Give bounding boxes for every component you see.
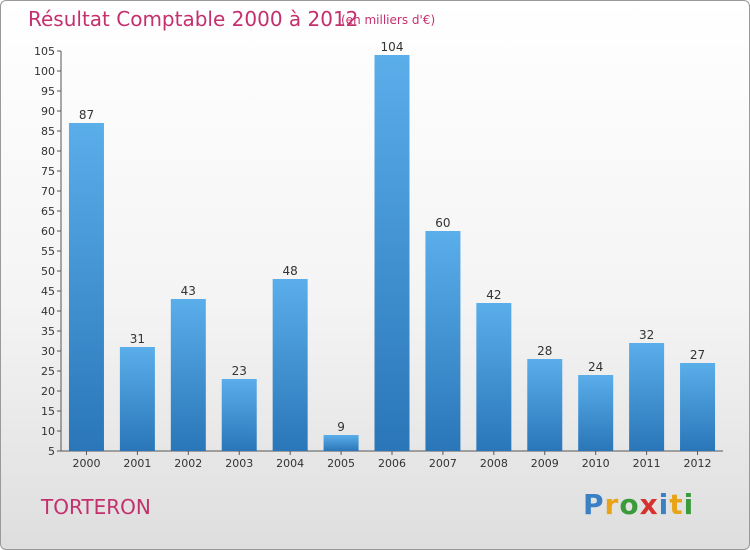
logo-letter: i <box>683 488 695 521</box>
x-tick-label-2004: 2004 <box>276 457 304 470</box>
y-tick-label: 40 <box>41 305 55 318</box>
y-tick-label: 5 <box>48 445 55 458</box>
y-tick-label: 75 <box>41 165 55 178</box>
x-tick-label-2000: 2000 <box>72 457 100 470</box>
y-tick-label: 55 <box>41 245 55 258</box>
x-tick-label-2001: 2001 <box>123 457 151 470</box>
value-label-2010: 24 <box>588 360 603 374</box>
chart-value-labels: 87 31 43 23 48 9 104 60 42 28 24 32 27 <box>79 40 705 434</box>
x-tick-label-2003: 2003 <box>225 457 253 470</box>
x-tick-label-2009: 2009 <box>531 457 559 470</box>
y-tick-label: 15 <box>41 405 55 418</box>
y-tick-label: 20 <box>41 385 55 398</box>
x-tick-label-2008: 2008 <box>480 457 508 470</box>
bar-2005 <box>323 435 359 451</box>
y-tick-label: 25 <box>41 365 55 378</box>
y-tick-label: 85 <box>41 125 55 138</box>
logo-letter: t <box>669 488 684 521</box>
bar-2000 <box>68 123 104 451</box>
x-tick-label-2006: 2006 <box>378 457 406 470</box>
y-tick-label: 35 <box>41 325 55 338</box>
y-tick-label: 50 <box>41 265 55 278</box>
y-tick-label: 80 <box>41 145 55 158</box>
y-tick-label: 30 <box>41 345 55 358</box>
bar-2003 <box>221 379 257 451</box>
y-tick-label: 45 <box>41 285 55 298</box>
bar-2002 <box>170 299 206 451</box>
x-tick-label-2005: 2005 <box>327 457 355 470</box>
value-label-2004: 48 <box>283 264 298 278</box>
bar-2012 <box>680 363 716 451</box>
y-tick-label: 65 <box>41 205 55 218</box>
value-label-2003: 23 <box>232 364 247 378</box>
bar-2001 <box>119 347 155 451</box>
chart-axes: 5 10 15 20 25 30 35 40 45 50 55 60 65 70 75 80 85 90 95 100… <box>34 45 723 470</box>
logo-letter: i <box>658 488 670 521</box>
proxiti-logo: Proxiti <box>583 488 694 521</box>
y-tick-label: 10 <box>41 425 55 438</box>
value-label-2005: 9 <box>337 420 345 434</box>
value-label-2002: 43 <box>181 284 196 298</box>
value-label-2001: 31 <box>130 332 145 346</box>
x-tick-label-2010: 2010 <box>582 457 610 470</box>
value-label-2012: 27 <box>690 348 705 362</box>
logo-letter: r <box>604 488 620 521</box>
value-label-2009: 28 <box>537 344 552 358</box>
value-label-2006: 104 <box>381 40 404 54</box>
y-tick-label: 105 <box>34 45 55 58</box>
x-tick-label-2012: 2012 <box>684 457 712 470</box>
chart-subtitle: (en milliers d'€) <box>341 13 436 27</box>
x-tick-label-2011: 2011 <box>633 457 661 470</box>
chart-title: Résultat Comptable 2000 à 2012 <box>28 7 359 31</box>
y-tick-label: 100 <box>34 65 55 78</box>
town-name: TORTERON <box>41 495 151 519</box>
bar-2009 <box>527 359 563 451</box>
logo-letter: P <box>583 488 605 521</box>
bar-2007 <box>425 231 461 451</box>
y-tick-label: 70 <box>41 185 55 198</box>
bar-2010 <box>578 375 614 451</box>
value-label-2000: 87 <box>79 108 94 122</box>
bar-2006 <box>374 55 410 451</box>
value-label-2007: 60 <box>435 216 450 230</box>
bar-2011 <box>629 343 665 451</box>
y-tick-label: 90 <box>41 105 55 118</box>
value-label-2008: 42 <box>486 288 501 302</box>
value-label-2011: 32 <box>639 328 654 342</box>
bar-2008 <box>476 303 512 451</box>
y-tick-label: 60 <box>41 225 55 238</box>
y-tick-label: 95 <box>41 85 55 98</box>
bar-2004 <box>272 279 308 451</box>
x-tick-label-2002: 2002 <box>174 457 202 470</box>
chart-bars <box>68 55 716 451</box>
logo-letter: o <box>619 488 640 521</box>
logo-letter: x <box>639 488 659 521</box>
x-tick-label-2007: 2007 <box>429 457 457 470</box>
